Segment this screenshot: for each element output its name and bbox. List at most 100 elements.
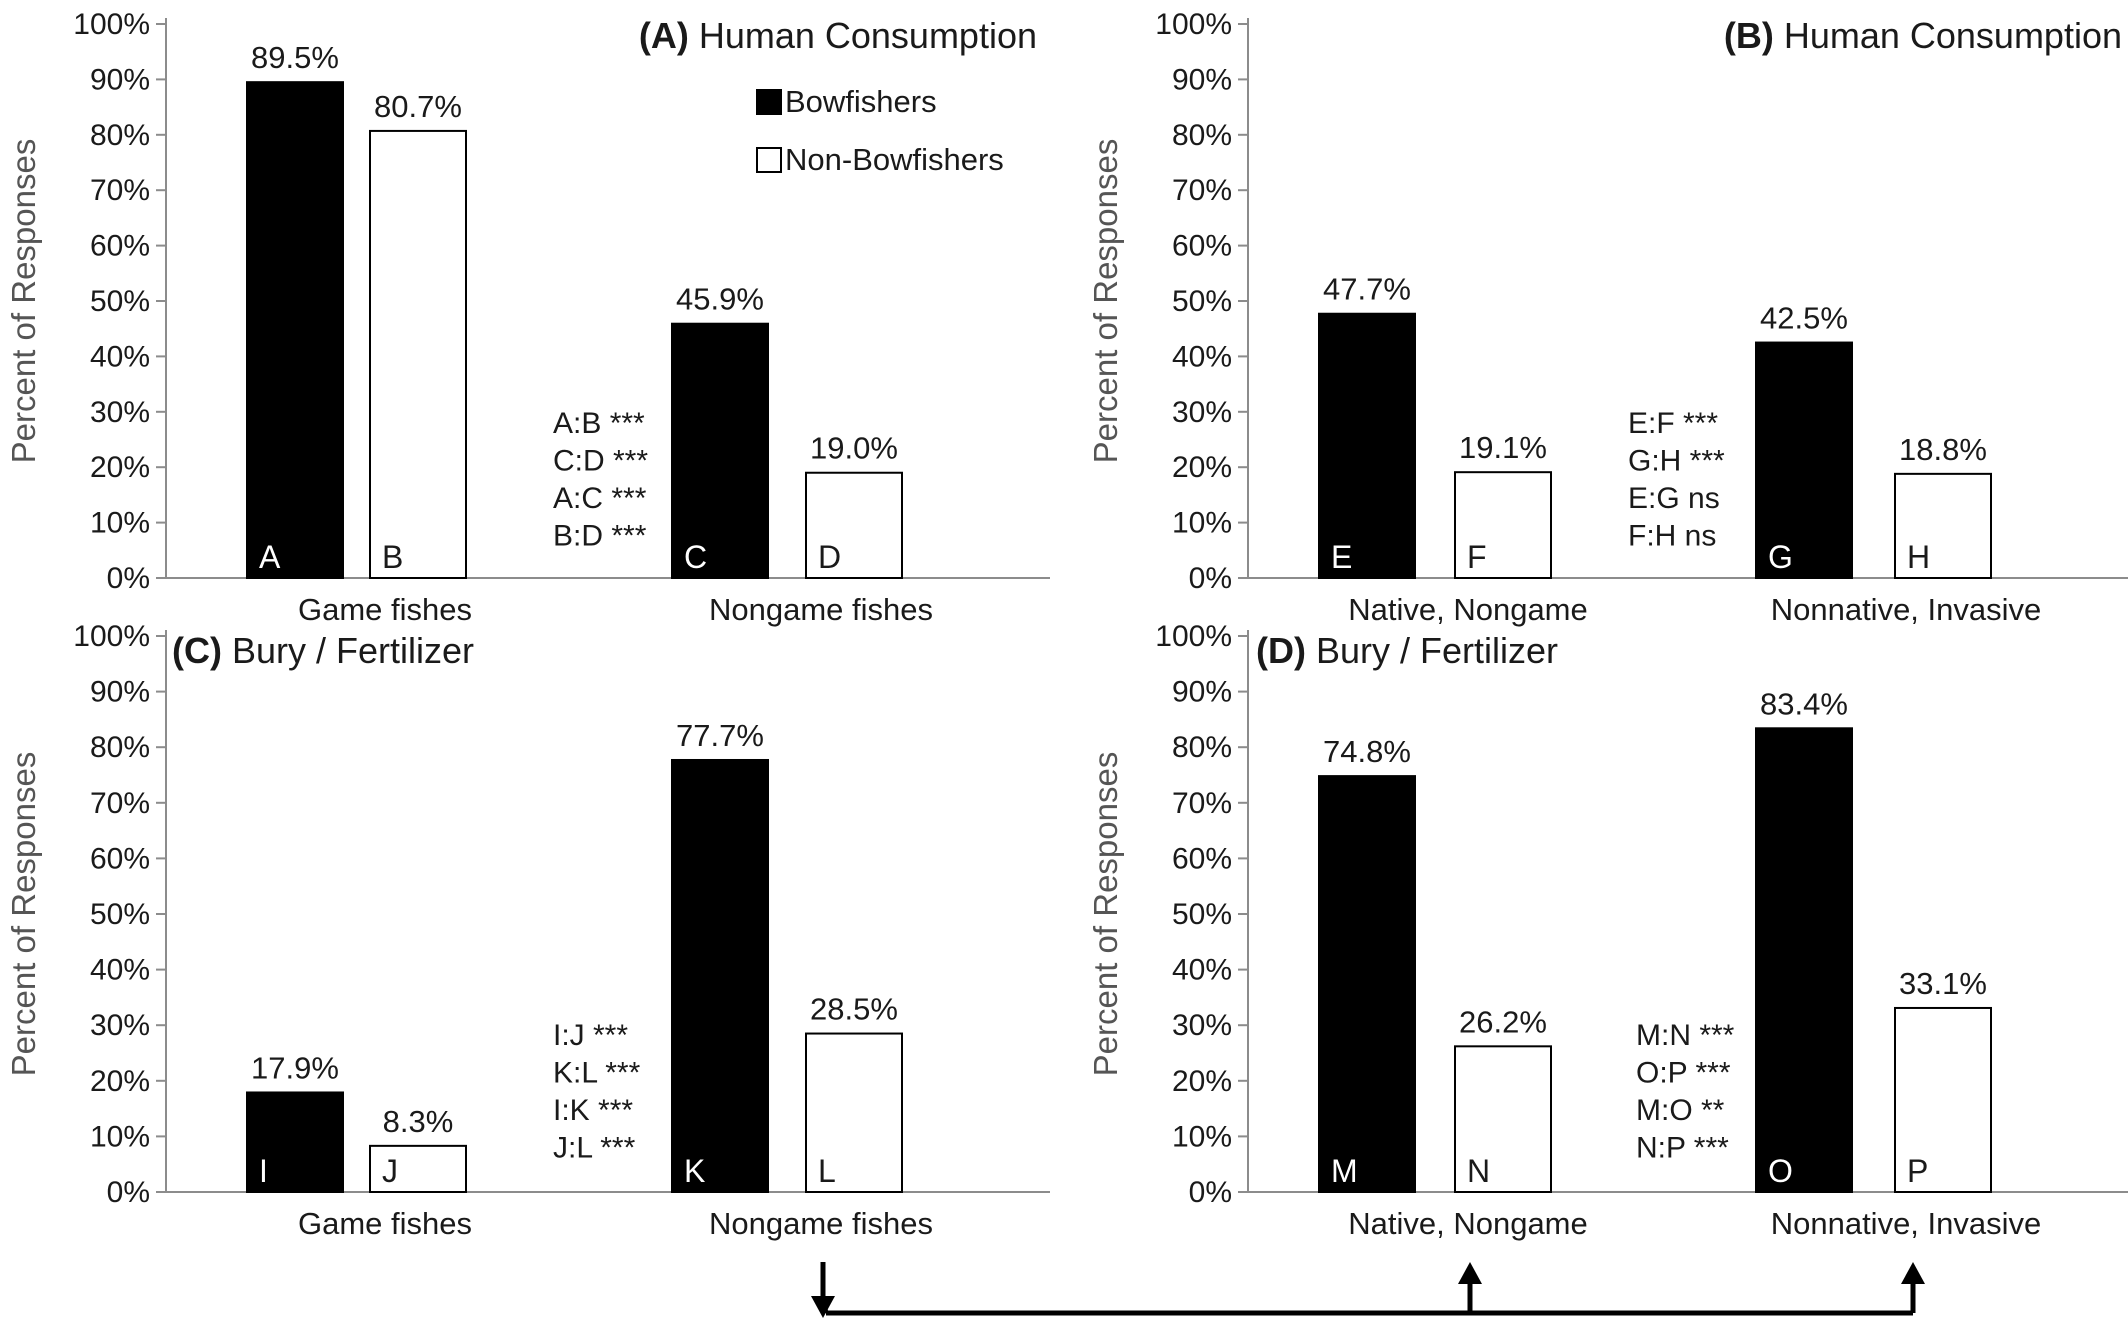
y-tick-label: 30% <box>1172 396 1232 429</box>
up-arrow-head <box>1901 1262 1925 1284</box>
y-tick-label: 20% <box>90 451 150 484</box>
y-tick-label: 30% <box>90 1009 150 1042</box>
y-tick-label: 0% <box>107 1176 150 1209</box>
y-tick-label: 20% <box>1172 451 1232 484</box>
bar-non-bowfishers <box>369 1144 467 1194</box>
y-axis-label: Percent of Responses <box>1087 139 1124 464</box>
bar-letter-label: E <box>1331 539 1352 575</box>
bar-value-label: 74.8% <box>1323 734 1411 769</box>
y-tick-label: 40% <box>90 954 150 987</box>
comparison-label: M:O ** <box>1636 1094 1725 1127</box>
bar-letter-label: P <box>1907 1153 1928 1189</box>
bar-letter-label: M <box>1331 1153 1358 1189</box>
y-tick-label: 60% <box>90 842 150 875</box>
legend-label: Bowfishers <box>785 84 937 119</box>
y-tick-label: 60% <box>1172 230 1232 263</box>
bar-value-label: 83.4% <box>1760 686 1848 721</box>
comparison-label: M:N *** <box>1636 1019 1735 1052</box>
y-tick-label: 80% <box>90 731 150 764</box>
panel-title: (C) Bury / Fertilizer <box>172 630 474 671</box>
y-tick-label: 40% <box>1172 340 1232 373</box>
bar-letter-label: B <box>382 539 403 575</box>
bar-value-label: 19.1% <box>1459 430 1547 465</box>
y-tick-label: 10% <box>90 507 150 540</box>
bar-bowfishers <box>246 1091 344 1193</box>
panel-tag: (A) <box>639 15 689 56</box>
y-tick-label: 0% <box>1189 1176 1232 1209</box>
bar-value-label: 18.8% <box>1899 432 1987 467</box>
y-axis-label: Percent of Responses <box>5 139 42 464</box>
y-tick-label: 30% <box>90 396 150 429</box>
comparison-label: G:H *** <box>1628 445 1725 478</box>
y-tick-label: 60% <box>1172 842 1232 875</box>
bar-value-label: 28.5% <box>810 992 898 1027</box>
x-category-label: Native, Nongame <box>1348 592 1588 627</box>
bar-value-label: 89.5% <box>251 40 339 75</box>
bar-value-label: 45.9% <box>676 282 764 317</box>
y-tick-label: 100% <box>1155 8 1232 41</box>
bar-letter-label: I <box>259 1153 268 1189</box>
bar-non-bowfishers <box>1454 1045 1552 1193</box>
legend-swatch <box>756 89 782 115</box>
bar-bowfishers <box>1755 341 1853 579</box>
bar-bowfishers <box>246 81 344 579</box>
bar-non-bowfishers <box>1454 471 1552 580</box>
panel-title-text: Bury / Fertilizer <box>1306 630 1558 671</box>
y-tick-label: 0% <box>107 562 150 595</box>
bar-letter-label: O <box>1768 1153 1793 1189</box>
bar-non-bowfishers <box>805 1032 903 1194</box>
y-tick-label: 50% <box>90 285 150 318</box>
y-tick-label: 100% <box>73 8 150 41</box>
y-tick-label: 80% <box>1172 731 1232 764</box>
comparison-label: J:L *** <box>553 1132 636 1165</box>
y-tick-label: 70% <box>1172 174 1232 207</box>
bar-bowfishers <box>1755 727 1853 1194</box>
bar-value-label: 42.5% <box>1760 301 1848 336</box>
bar-bowfishers <box>671 758 769 1193</box>
comparison-label: E:F *** <box>1628 407 1718 440</box>
y-tick-label: 10% <box>1172 1120 1232 1153</box>
comparison-label: F:H ns <box>1628 520 1716 553</box>
comparison-label: I:J *** <box>553 1019 628 1052</box>
panel-tag: (B) <box>1724 15 1774 56</box>
bar-non-bowfishers <box>805 471 903 579</box>
bar-letter-label: D <box>818 539 841 575</box>
y-tick-label: 10% <box>90 1120 150 1153</box>
y-tick-label: 90% <box>90 63 150 96</box>
panel-title-text: Bury / Fertilizer <box>222 630 474 671</box>
y-tick-label: 0% <box>1189 562 1232 595</box>
bar-value-label: 19.0% <box>810 431 898 466</box>
x-category-label: Nonnative, Invasive <box>1771 592 2042 627</box>
legend-label: Non-Bowfishers <box>785 142 1004 177</box>
comparison-label: N:P *** <box>1636 1132 1729 1165</box>
panel-tag: (D) <box>1256 630 1306 671</box>
panel-title-text: Human Consumption <box>1774 15 2122 56</box>
comparison-label: A:C *** <box>553 482 647 515</box>
bar-value-label: 47.7% <box>1323 272 1411 307</box>
x-category-label: Nongame fishes <box>709 1206 933 1241</box>
panel-tag: (C) <box>172 630 222 671</box>
y-tick-label: 70% <box>90 174 150 207</box>
up-arrow-head <box>1458 1262 1482 1284</box>
bar-letter-label: C <box>684 539 707 575</box>
bar-bowfishers <box>1318 775 1416 1193</box>
bar-non-bowfishers <box>369 129 467 579</box>
y-tick-label: 60% <box>90 230 150 263</box>
y-tick-label: 90% <box>1172 63 1232 96</box>
bar-value-label: 17.9% <box>251 1050 339 1085</box>
x-category-label: Nonnative, Invasive <box>1771 1206 2042 1241</box>
bar-letter-label: H <box>1907 539 1930 575</box>
bar-letter-label: K <box>684 1153 705 1189</box>
y-tick-label: 40% <box>90 340 150 373</box>
bar-bowfishers <box>671 322 769 579</box>
y-tick-label: 20% <box>90 1065 150 1098</box>
y-axis-label: Percent of Responses <box>5 752 42 1077</box>
y-tick-label: 80% <box>90 119 150 152</box>
bar-non-bowfishers <box>1894 1006 1992 1193</box>
bar-non-bowfishers <box>1894 472 1992 579</box>
bar-letter-label: F <box>1467 539 1487 575</box>
y-tick-label: 50% <box>1172 898 1232 931</box>
down-arrow-join <box>820 1299 829 1314</box>
y-axis-label: Percent of Responses <box>1087 752 1124 1077</box>
bar-value-label: 33.1% <box>1899 966 1987 1001</box>
